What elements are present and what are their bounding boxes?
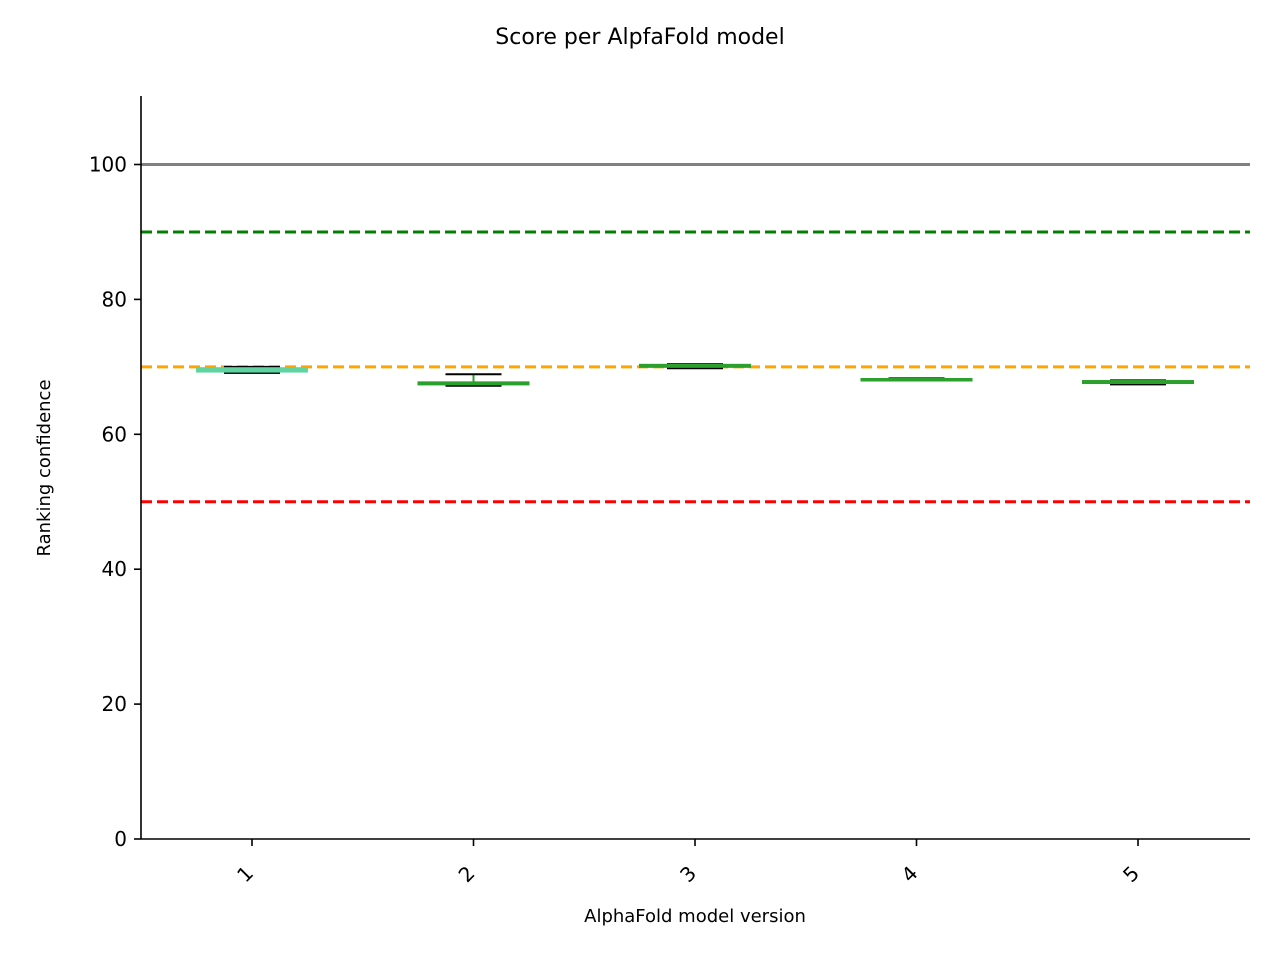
- y-tick-label: 40: [102, 557, 127, 581]
- axes: 0 20 40 60 80 100 1 2 3 4 5: [89, 96, 1250, 887]
- x-tick-label: 2: [454, 861, 480, 887]
- x-tick-label: 1: [232, 861, 258, 887]
- y-tick-label: 60: [102, 422, 127, 446]
- x-tick-label: 4: [897, 861, 923, 887]
- y-tick-label: 80: [102, 287, 127, 311]
- chart-title: Score per AlpfaFold model: [495, 25, 784, 50]
- x-tick-label: 3: [675, 861, 701, 887]
- y-tick-label: 100: [89, 153, 127, 177]
- y-axis-label: Ranking confidence: [34, 379, 55, 556]
- y-tick-label: 20: [102, 692, 127, 716]
- x-axis-label: AlphaFold model version: [584, 906, 806, 927]
- reference-lines: [141, 163, 1250, 504]
- box-series: [196, 363, 1194, 387]
- y-tick-label: 0: [114, 827, 127, 851]
- x-tick-label: 5: [1118, 861, 1144, 887]
